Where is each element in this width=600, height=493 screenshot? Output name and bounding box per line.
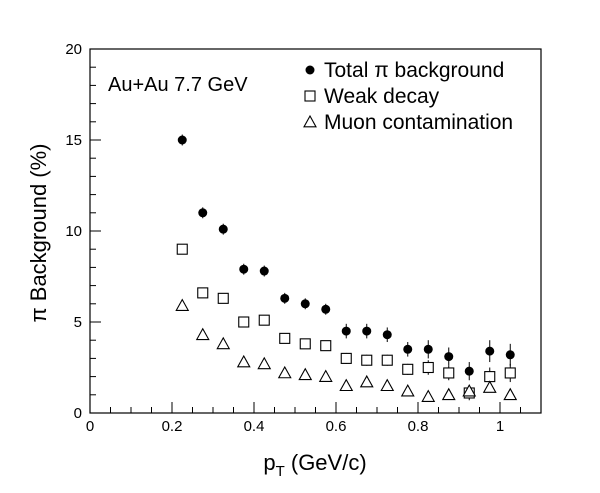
point-muon [339, 378, 354, 392]
point-muon [482, 380, 497, 393]
point-weak-decay [279, 332, 291, 344]
point-muon [277, 365, 292, 379]
point-weak-decay [197, 287, 209, 299]
point-muon [318, 369, 333, 382]
legend-markers [303, 65, 317, 128]
y-tick-label: 20 [65, 41, 82, 58]
point-weak-decay [320, 340, 332, 352]
point-muon [380, 378, 395, 392]
point-weak-decay [361, 354, 373, 366]
point-weak-decay [340, 352, 352, 364]
y-tick-label: 15 [65, 132, 82, 149]
point-total [300, 299, 310, 309]
point-muon [298, 367, 313, 381]
point-total [259, 266, 269, 276]
point-muon [216, 336, 231, 350]
legend-marker-muon [303, 114, 317, 128]
point-total [177, 135, 187, 145]
point-muon [175, 298, 190, 311]
x-tick-label: 0.8 [408, 418, 429, 435]
point-weak-decay [504, 367, 516, 379]
plot-frame [89, 48, 542, 414]
point-muon [359, 374, 374, 388]
point-total [198, 208, 208, 218]
y-tick-label: 10 [65, 223, 82, 240]
point-total [444, 352, 454, 362]
point-weak-decay [258, 314, 270, 326]
point-weak-decay [217, 292, 229, 304]
point-muon [462, 384, 477, 397]
point-muon [236, 354, 251, 368]
point-total [341, 326, 351, 336]
y-tick-label: 5 [74, 314, 82, 331]
point-muon [421, 389, 436, 402]
y-axis-title: π Background (%) [26, 143, 51, 322]
x-tick-label: 1 [496, 418, 504, 435]
point-total [362, 326, 372, 336]
point-muon [400, 384, 415, 397]
x-axis-title-main: p [263, 450, 275, 475]
point-total [464, 366, 474, 376]
point-total [403, 344, 413, 354]
point-muon [441, 387, 456, 401]
legend-marker-weak-decay [304, 90, 316, 102]
point-weak-decay [422, 361, 434, 374]
legend-label-muon: Muon contamination [324, 111, 513, 134]
point-weak-decay [443, 367, 455, 379]
point-total [382, 330, 392, 340]
point-total [239, 264, 249, 274]
point-muon [257, 356, 272, 370]
collision-system-annotation: Au+Au 7.7 GeV [108, 74, 248, 96]
point-muon [195, 327, 210, 341]
data-marks [175, 134, 518, 402]
point-weak-decay [238, 316, 250, 328]
x-axis-title: pT (GeV/c) [263, 450, 366, 480]
point-weak-decay [381, 354, 393, 366]
point-total [280, 293, 290, 303]
point-weak-decay [402, 363, 414, 375]
x-axis-title-subscript: T [276, 463, 285, 480]
x-axis-title-unit: (GeV/c) [285, 450, 367, 475]
point-total [423, 344, 433, 354]
point-weak-decay [299, 338, 311, 350]
point-muon [503, 387, 518, 401]
legend-marker-total [305, 65, 315, 75]
point-total [505, 350, 515, 360]
point-total [485, 346, 495, 356]
legend-label-total: Total π background [324, 59, 504, 82]
x-tick-label: 0.4 [244, 418, 265, 435]
x-tick-label: 0.6 [326, 418, 347, 435]
point-weak-decay [484, 371, 496, 383]
legend: Total π background Weak decay Muon conta… [303, 59, 513, 134]
point-total [218, 224, 228, 234]
x-tick-label: 0.2 [162, 418, 183, 435]
point-total [321, 304, 331, 314]
point-weak-decay [176, 243, 188, 255]
x-tick-label: 0 [86, 418, 94, 435]
legend-label-weak-decay: Weak decay [324, 85, 440, 108]
y-tick-label: 0 [74, 405, 82, 422]
